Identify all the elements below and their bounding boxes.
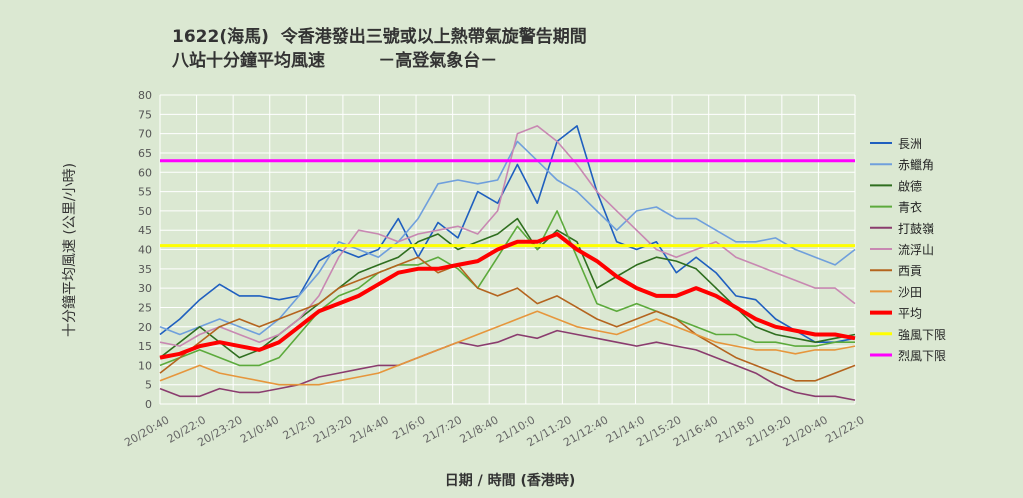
- x-tick-label: 21/22:0: [823, 413, 866, 445]
- y-tick-label: 5: [145, 379, 152, 392]
- y-tick-label: 50: [138, 205, 152, 218]
- series-line: [159, 256, 856, 382]
- legend-label: 烈風下限: [898, 349, 946, 363]
- series-line: [159, 329, 856, 401]
- x-axis-label: 日期 / 時間 (香港時): [445, 472, 576, 489]
- y-tick-label: 45: [138, 224, 152, 237]
- y-tick-label: 35: [138, 263, 152, 276]
- x-tick-label: 21/7:20: [421, 413, 464, 445]
- legend-label: 強風下限: [898, 328, 946, 342]
- x-tick-label: 20/20:40: [122, 413, 171, 449]
- legend-label: 平均: [898, 307, 922, 321]
- x-tick-label: 21/0:40: [238, 413, 281, 445]
- x-tick-label: 21/4:40: [348, 413, 391, 445]
- y-tick-label: 20: [138, 321, 152, 334]
- y-tick-label: 15: [138, 340, 152, 353]
- chart-title: 1622(海馬) 令香港發出三號或以上熱帶氣旋警告期間: [172, 27, 587, 47]
- series-line: [159, 232, 856, 360]
- legend-label: 啟德: [898, 178, 922, 193]
- legend-label: 青衣: [898, 200, 922, 215]
- legend-label: 打鼓嶺: [898, 222, 934, 236]
- x-tick-label: 21/8:40: [457, 413, 500, 445]
- legend-label: 長洲: [898, 137, 922, 151]
- y-tick-label: 55: [138, 186, 152, 199]
- y-tick-label: 40: [138, 244, 152, 257]
- series-line: [159, 210, 855, 367]
- legend-label: 沙田: [898, 285, 922, 299]
- y-tick-label: 80: [138, 89, 152, 102]
- y-tick-label: 30: [138, 282, 152, 295]
- series-line: [159, 125, 856, 347]
- chart-subtitle: 八站十分鐘平均風速 －高登氣象台－: [172, 51, 498, 71]
- series-line: [159, 310, 856, 386]
- y-axis-label: 十分鐘平均風速 (公里/小時): [61, 163, 78, 337]
- y-tick-label: 75: [138, 108, 152, 121]
- y-tick-label: 25: [138, 301, 152, 314]
- x-tick-label: 21/3:20: [311, 413, 354, 445]
- series-line: [159, 125, 856, 344]
- legend-label: 流浮山: [898, 243, 934, 257]
- y-tick-label: 0: [145, 398, 152, 411]
- y-tick-label: 65: [138, 147, 152, 160]
- legend-label: 赤鱲角: [898, 158, 934, 172]
- legend-label: 西貢: [898, 264, 922, 278]
- y-tick-label: 60: [138, 166, 152, 179]
- y-tick-label: 70: [138, 128, 152, 141]
- y-tick-label: 10: [138, 359, 152, 372]
